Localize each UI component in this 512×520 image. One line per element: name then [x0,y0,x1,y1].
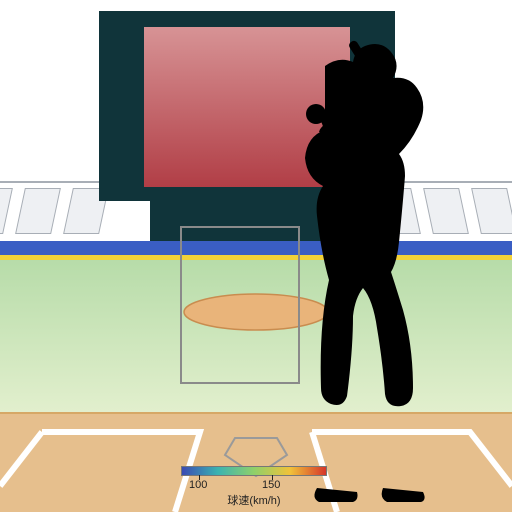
batter-silhouette [275,40,512,520]
legend-tick-100: 100 [189,479,207,491]
left-batter-box [42,432,200,512]
pitch-location-diagram: 100 150 球速(km/h) [0,0,512,512]
